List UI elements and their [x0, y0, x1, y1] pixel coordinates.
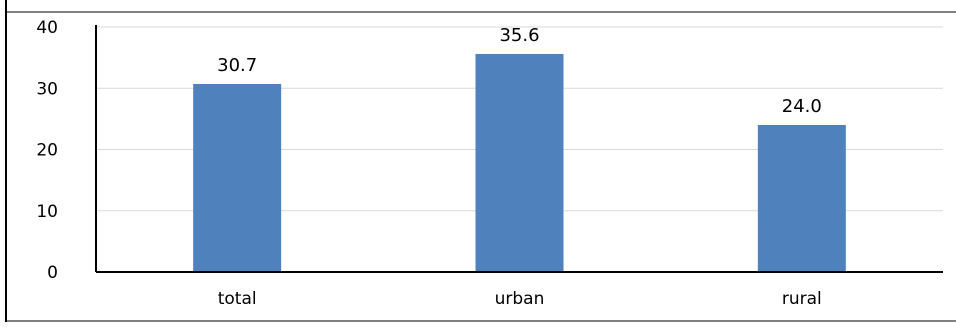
bar-rural	[757, 125, 846, 272]
data-label: 35.6	[499, 25, 539, 46]
y-tick-label: 20	[36, 141, 58, 161]
y-tick-label: 0	[47, 263, 58, 283]
y-tick-label: 10	[36, 202, 58, 222]
bars	[193, 53, 846, 273]
x-tick-label: urban	[495, 289, 545, 309]
axes	[95, 25, 943, 273]
y-tick-label: 40	[36, 18, 58, 38]
bar-total	[193, 83, 282, 273]
data-label: 24.0	[782, 96, 822, 117]
x-tick-label: total	[218, 289, 257, 309]
data-label: 30.7	[217, 55, 257, 76]
x-tick-label: rural	[782, 289, 822, 309]
y-tick-label: 30	[36, 79, 58, 99]
labels: 0 10 20 30 40 30.7 total 35.6 urban 24.0 rural	[36, 18, 822, 309]
bar-urban	[475, 53, 564, 273]
